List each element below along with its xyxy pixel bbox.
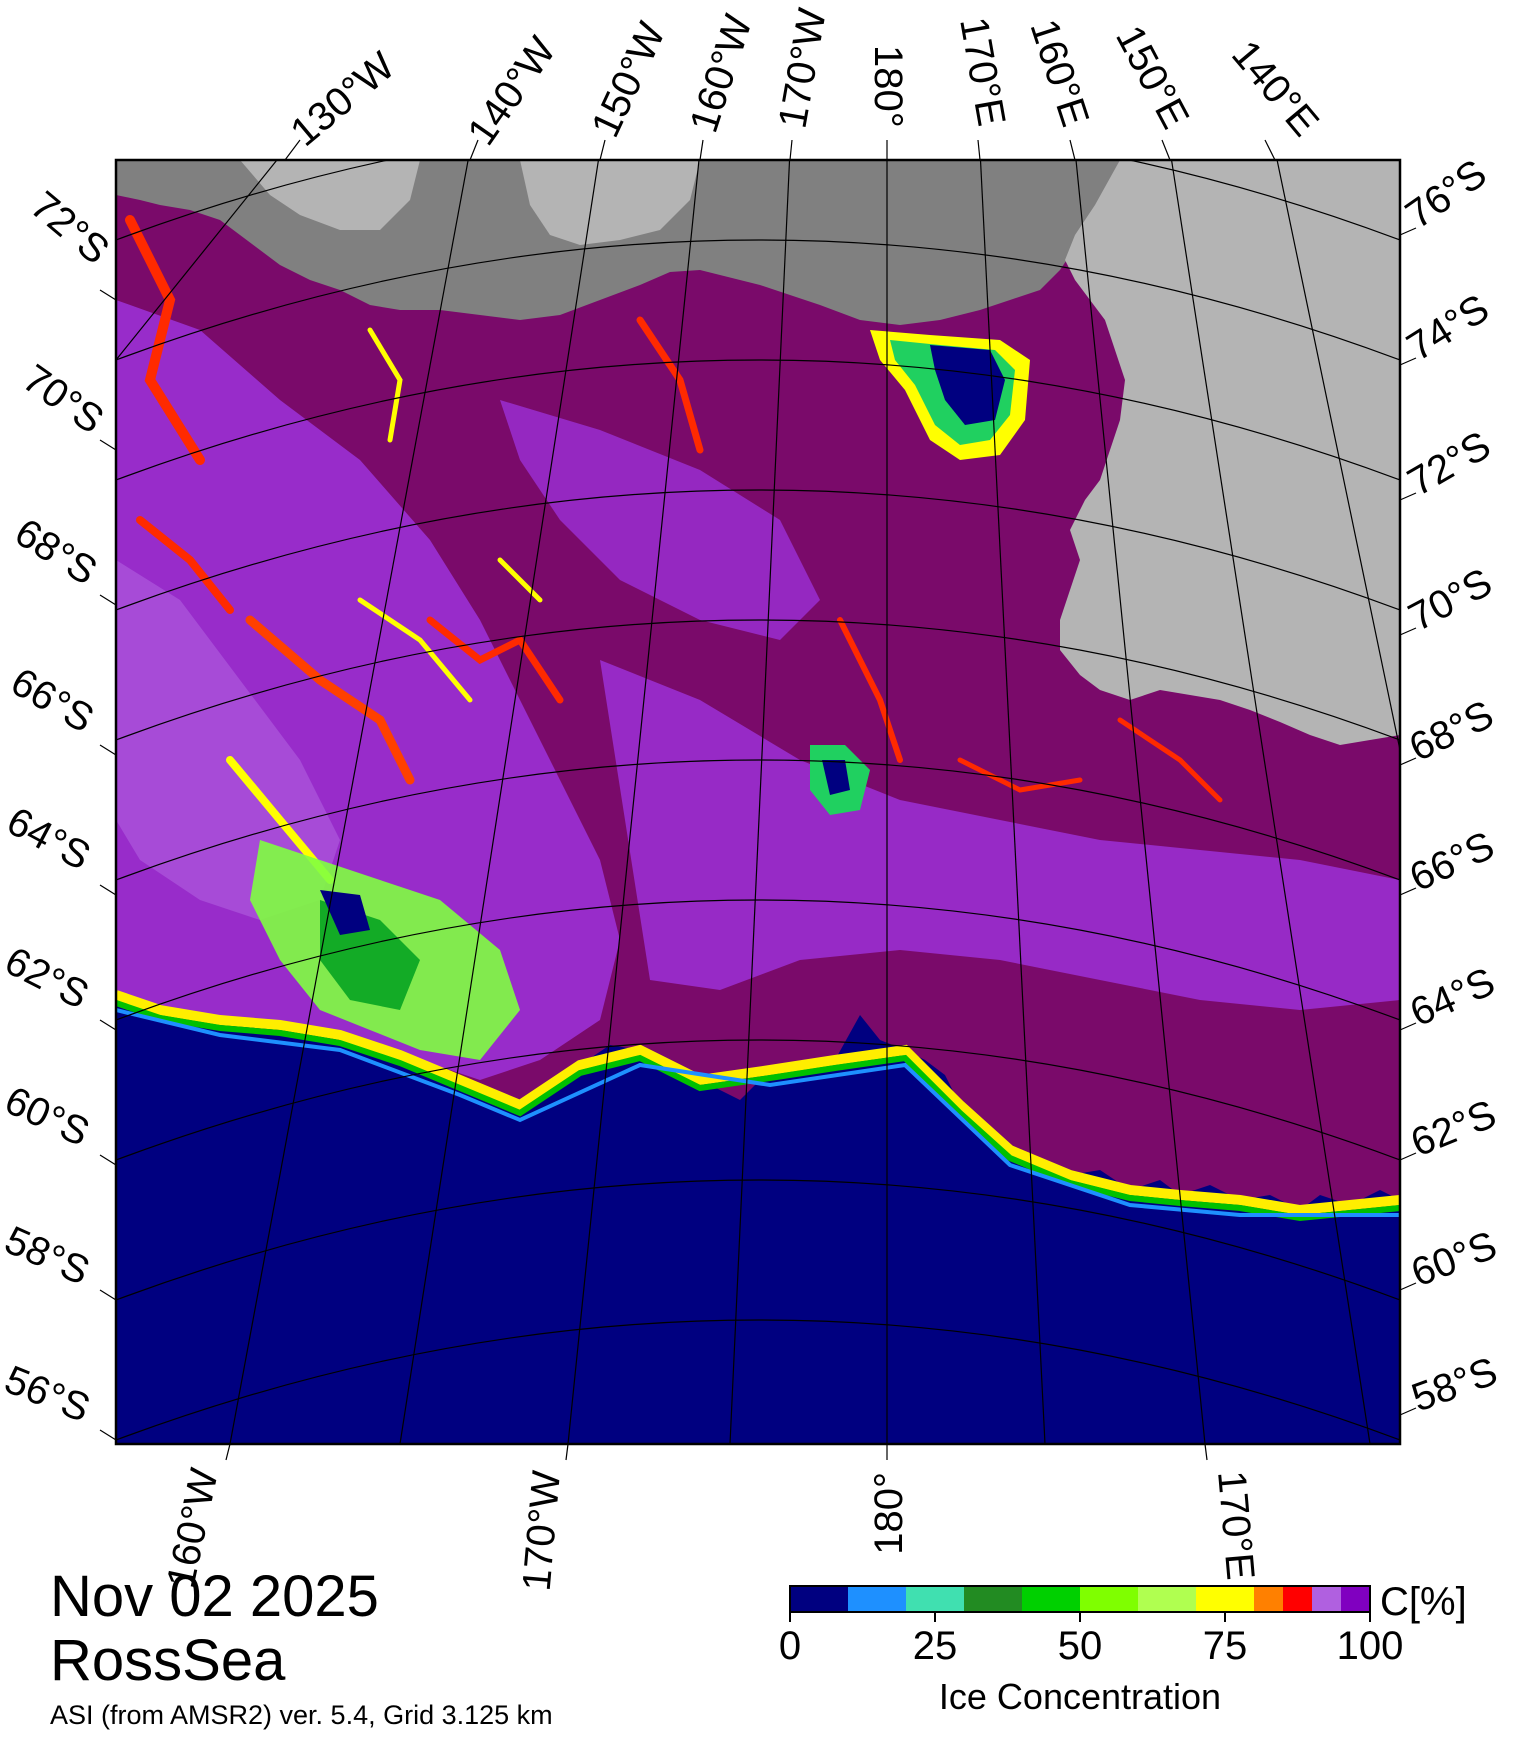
lat-label-left: 70°S xyxy=(15,356,112,442)
colorbar-title: Ice Concentration xyxy=(938,1676,1222,1717)
lon-label-top: 180° xyxy=(866,45,910,128)
ice-region-east xyxy=(600,660,1400,1010)
longitude-line xyxy=(729,160,791,1444)
colorbar-unit: C[%] xyxy=(1380,1580,1467,1624)
colorbar-swatch xyxy=(1196,1586,1254,1612)
lat-label-left: 64°S xyxy=(0,799,97,879)
latitude-line xyxy=(116,759,1400,881)
polynya-center-open xyxy=(822,760,850,795)
colorbar-tick-label: 25 xyxy=(912,1624,958,1668)
lat-label-left: 72°S xyxy=(22,183,117,273)
polynya-west-open xyxy=(320,890,370,935)
latitude-line xyxy=(116,359,1400,481)
lon-label-top: 140°W xyxy=(459,29,564,153)
latitude-line xyxy=(116,489,1400,611)
longitude-line xyxy=(567,160,700,1444)
right-latitude-labels: 76°S 74°S 72°S 70°S 68°S 66°S 64°S 62°S … xyxy=(1398,151,1503,1420)
lat-label-right: 74°S xyxy=(1399,286,1496,370)
colorbar-tick-label: 75 xyxy=(1202,1624,1248,1668)
latitude-line xyxy=(116,239,1400,361)
land-patch-mid xyxy=(520,160,700,245)
colorbar-swatch xyxy=(790,1586,848,1612)
lat-label-right: 64°S xyxy=(1404,960,1502,1036)
lon-label-top: 160°W xyxy=(682,9,761,137)
latitude-line xyxy=(116,619,1400,741)
colorbar-swatch xyxy=(1138,1586,1196,1612)
lon-label-top: 150°W xyxy=(583,16,674,144)
lon-label-top: 140°E xyxy=(1223,33,1327,145)
colorbar-swatch xyxy=(906,1586,964,1612)
lat-label-right: 68°S xyxy=(1403,692,1501,770)
lat-label-right: 62°S xyxy=(1405,1092,1502,1165)
colorbar-swatch xyxy=(1022,1586,1080,1612)
map-layers xyxy=(116,160,1400,1444)
longitude-line xyxy=(1075,160,1206,1444)
bottom-longitude-labels: 160°W 170°W 180° 170°E xyxy=(159,1464,1263,1592)
left-latitude-labels: 72°S 70°S 68°S 66°S 64°S 62°S 60°S 58°S … xyxy=(0,183,117,1431)
colorbar-tick-label: 100 xyxy=(1336,1624,1404,1668)
longitude-line xyxy=(399,160,600,1444)
colorbar-swatch xyxy=(1312,1586,1341,1612)
lat-label-left: 68°S xyxy=(7,510,104,594)
longitude-line xyxy=(979,160,1046,1444)
lat-label-right: 70°S xyxy=(1402,560,1500,640)
ross-polynya-open xyxy=(930,345,1005,425)
lat-label-left: 62°S xyxy=(0,939,96,1018)
lat-label-right: 76°S xyxy=(1398,151,1495,237)
colorbar-swatch xyxy=(1283,1586,1312,1612)
longitude-line xyxy=(1170,160,1371,1444)
latitude-line xyxy=(116,899,1400,1021)
latitude-line xyxy=(116,1039,1400,1161)
latitude-line xyxy=(116,1319,1400,1441)
map-frame xyxy=(114,158,1402,1446)
lon-label-bottom: 170°E xyxy=(1209,1469,1262,1582)
lon-label-top: 160°E xyxy=(1021,14,1097,132)
lat-label-right: 58°S xyxy=(1406,1349,1503,1420)
latitude-line xyxy=(116,1179,1400,1301)
date-title: Nov 02 2025 xyxy=(50,1564,379,1629)
ice-edge-yellow xyxy=(116,990,1400,1216)
longitude-line xyxy=(1276,160,1400,751)
lon-label-bottom: 180° xyxy=(867,1472,911,1555)
frame-ticks xyxy=(99,139,1417,1461)
colorbar-tick-label: 50 xyxy=(1057,1624,1103,1668)
graticule xyxy=(116,160,1400,1444)
land-patch-west xyxy=(240,160,420,230)
antarctic-land xyxy=(1060,160,1400,745)
longitude-line xyxy=(116,160,278,361)
lon-label-bottom: 170°W xyxy=(515,1469,569,1593)
colorbar-swatch xyxy=(848,1586,906,1612)
top-longitude-labels: 130°W 140°W 150°W 160°W 170°W 180° 170°E… xyxy=(283,5,1328,155)
lat-label-right: 60°S xyxy=(1405,1223,1502,1295)
lon-label-top: 130°W xyxy=(283,44,404,155)
lon-label-top: 170°E xyxy=(951,14,1013,129)
colorbar-swatch xyxy=(964,1586,1022,1612)
ice-region-mid xyxy=(500,400,820,640)
lat-label-left: 66°S xyxy=(4,660,101,742)
product-info: ASI (from AMSR2) ver. 5.4, Grid 3.125 km xyxy=(50,1700,553,1730)
latitude-line xyxy=(116,160,1400,241)
lat-label-left: 56°S xyxy=(0,1358,96,1431)
ice-edge-cyan xyxy=(116,1008,1400,1217)
lon-label-top: 150°E xyxy=(1107,19,1197,136)
ice-edge-green xyxy=(116,1000,1400,1222)
colorbar-swatch xyxy=(1341,1586,1370,1612)
colorbar-tick-label: 0 xyxy=(778,1624,802,1668)
lat-label-right: 72°S xyxy=(1401,423,1498,505)
region-title: RossSea xyxy=(50,1628,286,1693)
lat-label-right: 66°S xyxy=(1403,823,1501,900)
lat-label-left: 60°S xyxy=(0,1078,96,1155)
lon-label-top: 170°W xyxy=(771,5,835,132)
colorbar xyxy=(789,1585,1371,1622)
colorbar-swatch xyxy=(1254,1586,1283,1612)
longitude-line xyxy=(229,160,469,1444)
lat-label-left: 58°S xyxy=(0,1218,96,1294)
colorbar-swatch xyxy=(1080,1586,1138,1612)
